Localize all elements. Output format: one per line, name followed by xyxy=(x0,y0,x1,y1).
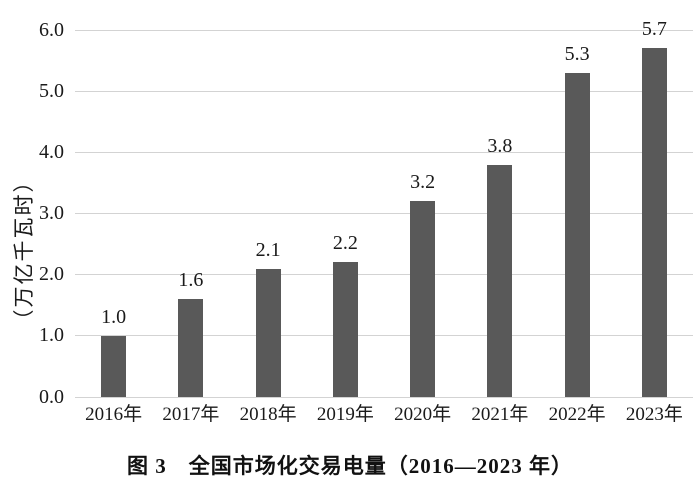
x-tick-label: 2023年 xyxy=(625,404,683,425)
gridline xyxy=(75,274,693,276)
y-tick-label: 2.0 xyxy=(39,263,64,286)
y-tick-label: 3.0 xyxy=(39,202,64,224)
y-tick-label: 6.0 xyxy=(39,18,64,41)
gridline xyxy=(75,151,693,153)
bar-value-label: 5.7 xyxy=(641,18,667,41)
y-axis-title: （万亿千瓦时） xyxy=(12,169,36,331)
x-tick-label: 2017年 xyxy=(162,404,220,425)
y-tick-label: 0.0 xyxy=(39,385,64,408)
y-tick-label: 5.0 xyxy=(39,79,64,102)
x-tick-label: 2020年 xyxy=(394,404,452,425)
bar-2019年 xyxy=(332,262,358,397)
x-tick-label: 2021年 xyxy=(471,404,529,425)
y-tick-label: 4.0 xyxy=(39,140,64,163)
x-tick-label: 2018年 xyxy=(239,404,297,425)
bar-2021年 xyxy=(487,164,513,397)
figure-caption: 图 3 全国市场化交易电量（2016—2023 年） xyxy=(127,454,573,478)
gridline xyxy=(75,29,693,31)
y-tick-label: 1.0 xyxy=(39,324,64,347)
x-tick-label: 2022年 xyxy=(548,404,606,425)
bar-value-label: 3.8 xyxy=(487,134,513,157)
gridline xyxy=(75,396,693,398)
x-tick-label: 2019年 xyxy=(316,404,374,425)
gridline xyxy=(75,335,693,337)
bar-2016年 xyxy=(101,335,127,397)
bar-value-label: 2.1 xyxy=(255,238,281,261)
gridline xyxy=(75,90,693,92)
bar-value-label: 2.2 xyxy=(332,232,358,255)
bar-value-label: 5.3 xyxy=(564,42,590,65)
bar-value-label: 1.6 xyxy=(178,269,204,292)
bar-2023年 xyxy=(641,48,667,397)
bar-2022年 xyxy=(564,72,590,397)
bar-2018年 xyxy=(255,268,281,397)
bar-value-label: 1.0 xyxy=(101,305,127,328)
plot-area xyxy=(75,29,693,398)
bar-value-label: 3.2 xyxy=(410,171,436,194)
gridline xyxy=(75,213,693,214)
bar-2020年 xyxy=(410,201,436,397)
bar-2017年 xyxy=(178,299,204,397)
x-tick-label: 2016年 xyxy=(85,404,143,425)
